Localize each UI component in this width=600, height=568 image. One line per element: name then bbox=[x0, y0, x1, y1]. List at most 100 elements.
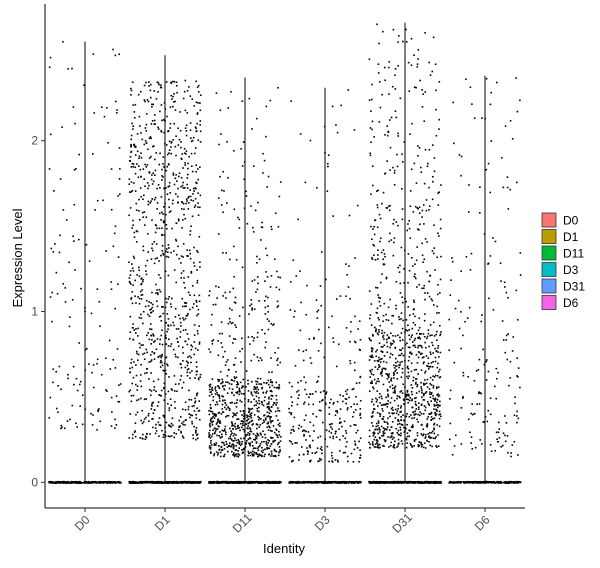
data-point bbox=[147, 414, 150, 417]
data-point bbox=[405, 481, 408, 483]
data-point bbox=[210, 391, 212, 393]
data-point bbox=[133, 329, 135, 331]
data-point bbox=[235, 444, 237, 447]
data-point bbox=[312, 424, 315, 427]
data-point bbox=[192, 199, 195, 202]
data-point bbox=[151, 306, 154, 309]
data-point bbox=[154, 427, 157, 429]
data-point bbox=[273, 481, 275, 484]
data-point bbox=[167, 298, 170, 300]
data-point bbox=[164, 393, 167, 395]
data-point bbox=[316, 317, 319, 320]
data-point bbox=[146, 433, 148, 435]
data-point bbox=[267, 379, 270, 382]
data-point bbox=[330, 481, 333, 484]
data-point bbox=[182, 243, 185, 245]
data-point bbox=[406, 229, 409, 232]
data-point bbox=[128, 178, 131, 181]
data-point bbox=[168, 338, 170, 341]
data-point bbox=[163, 206, 165, 208]
data-point bbox=[118, 482, 121, 484]
data-point bbox=[430, 400, 433, 402]
data-point bbox=[131, 227, 133, 229]
data-point bbox=[322, 481, 325, 483]
data-point bbox=[169, 481, 172, 484]
data-point bbox=[171, 202, 174, 205]
data-point bbox=[424, 392, 427, 394]
data-point bbox=[114, 481, 117, 484]
data-point bbox=[415, 404, 418, 407]
data-point bbox=[263, 421, 266, 423]
data-point bbox=[196, 113, 199, 115]
data-point bbox=[414, 324, 416, 326]
data-point bbox=[143, 398, 146, 401]
data-point bbox=[154, 481, 157, 484]
data-point bbox=[107, 480, 109, 483]
data-point bbox=[312, 413, 314, 415]
data-point bbox=[194, 400, 197, 403]
data-point bbox=[383, 429, 386, 432]
data-point bbox=[261, 403, 264, 406]
data-point bbox=[433, 427, 435, 430]
data-point bbox=[258, 416, 261, 419]
data-point bbox=[269, 426, 271, 429]
data-point bbox=[399, 391, 402, 393]
data-point bbox=[132, 482, 135, 484]
data-point bbox=[134, 103, 137, 106]
data-point bbox=[428, 345, 430, 348]
data-point bbox=[399, 411, 401, 414]
data-point bbox=[376, 399, 378, 401]
data-point bbox=[253, 308, 256, 310]
data-point bbox=[114, 418, 116, 421]
data-point bbox=[213, 427, 216, 430]
data-point bbox=[113, 232, 116, 235]
data-point bbox=[417, 480, 420, 483]
data-point bbox=[387, 319, 390, 322]
data-point bbox=[215, 92, 218, 94]
data-point bbox=[420, 387, 423, 390]
data-point bbox=[239, 481, 242, 484]
data-point bbox=[74, 481, 76, 484]
data-point bbox=[315, 415, 318, 418]
data-point bbox=[440, 482, 442, 484]
data-point bbox=[408, 334, 410, 337]
data-point bbox=[394, 335, 397, 337]
data-point bbox=[178, 172, 181, 175]
data-point bbox=[432, 321, 435, 324]
data-point bbox=[436, 480, 438, 483]
data-point bbox=[354, 341, 357, 344]
data-point bbox=[105, 482, 108, 484]
data-point bbox=[401, 208, 404, 210]
data-point bbox=[399, 292, 402, 294]
data-point bbox=[61, 481, 63, 483]
data-point bbox=[437, 204, 440, 206]
data-point bbox=[67, 481, 70, 484]
data-point bbox=[303, 429, 305, 431]
data-point bbox=[437, 351, 439, 353]
data-point bbox=[289, 281, 292, 283]
data-point bbox=[230, 421, 233, 423]
data-point bbox=[143, 481, 146, 483]
data-point bbox=[396, 445, 399, 448]
data-point bbox=[230, 383, 233, 386]
data-point bbox=[436, 305, 439, 308]
data-point bbox=[247, 383, 249, 385]
data-point bbox=[184, 366, 187, 369]
data-point bbox=[211, 433, 214, 435]
data-point bbox=[135, 202, 138, 205]
data-point bbox=[401, 301, 404, 304]
data-point bbox=[247, 438, 250, 441]
data-point bbox=[193, 190, 195, 192]
data-point bbox=[377, 189, 379, 192]
data-point bbox=[413, 86, 416, 89]
data-point bbox=[310, 459, 312, 462]
data-point bbox=[161, 179, 163, 181]
data-point bbox=[273, 440, 275, 442]
data-point bbox=[389, 204, 391, 207]
data-point bbox=[191, 170, 194, 173]
data-point bbox=[265, 105, 268, 108]
data-point bbox=[234, 402, 236, 405]
data-point bbox=[219, 455, 222, 458]
data-point bbox=[99, 481, 102, 484]
data-point bbox=[382, 403, 384, 406]
